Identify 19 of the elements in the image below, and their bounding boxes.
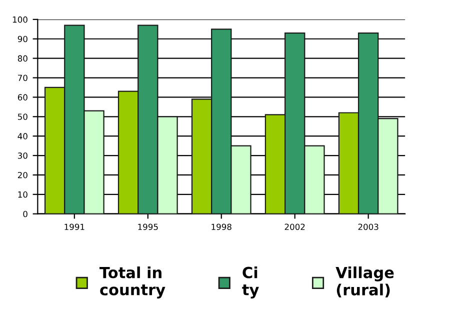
legend-label: Ci ty: [242, 266, 259, 298]
y-tick-label: 90: [18, 36, 28, 42]
legend-label: Village (rural): [336, 266, 394, 298]
y-tick-label: 70: [18, 74, 28, 82]
y-tick-label: 30: [18, 152, 28, 159]
y-tick-label: 20: [18, 172, 28, 178]
y-tick-label: 0: [23, 210, 28, 218]
y-tick-label: 40: [18, 133, 28, 140]
y-tick-label: 80: [18, 55, 28, 62]
x-tick-label: 1991: [64, 224, 84, 230]
y-tick-label: 50: [18, 114, 28, 120]
x-tick-label: 2003: [358, 224, 378, 230]
y-tick-label: 10: [18, 191, 28, 198]
y-tick-label: 100: [12, 16, 28, 23]
y-tick-label: 60: [18, 94, 28, 100]
x-tick-label: 1995: [138, 224, 158, 230]
legend-label: Total in country: [100, 266, 166, 298]
x-tick-label: 1998: [212, 224, 232, 230]
x-tick-label: 2002: [284, 224, 305, 230]
